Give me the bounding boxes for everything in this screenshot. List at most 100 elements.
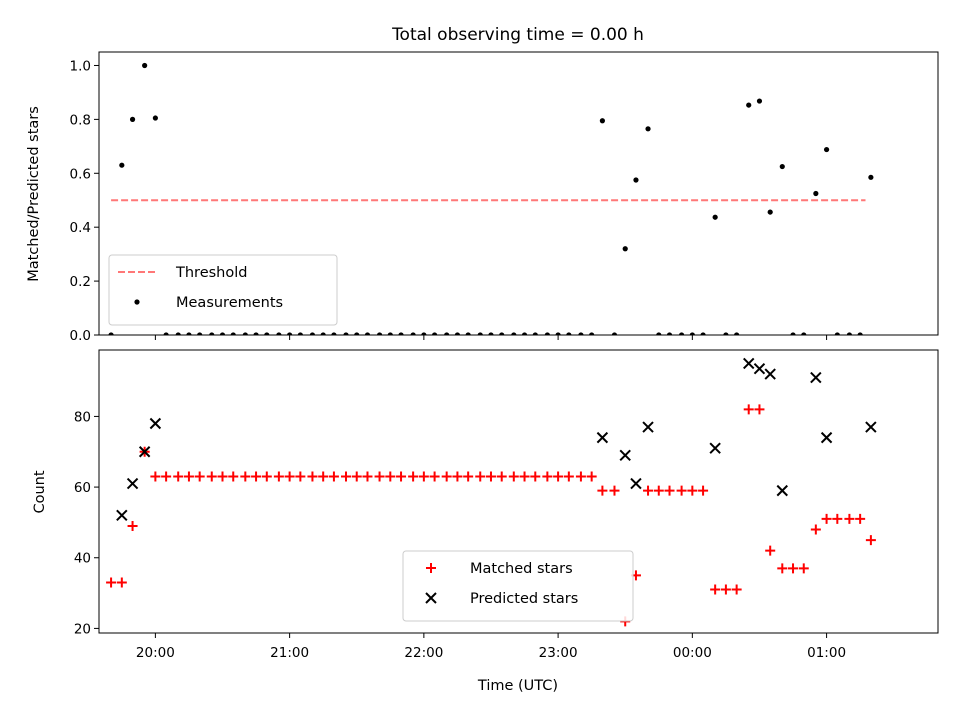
legend-label: Predicted stars (470, 591, 578, 607)
measurement-point (790, 332, 796, 335)
measurement-point (723, 332, 729, 335)
measurement-point (679, 332, 685, 335)
legend-label: Threshold (175, 265, 247, 281)
measurement-point (712, 214, 718, 220)
matched-star-point (496, 471, 507, 482)
measurement-point (756, 98, 763, 104)
matched-star-point (485, 471, 496, 482)
matched-star-point (798, 563, 809, 574)
measurement-point (633, 177, 639, 183)
matched-star-point (563, 471, 574, 482)
measurement-point (108, 332, 114, 335)
matched-star-point (508, 471, 519, 482)
matched-star-point (251, 471, 262, 482)
matched-star-point (362, 471, 373, 482)
y-tick-label: 20 (74, 621, 91, 637)
measurement-point (152, 115, 158, 121)
matched-star-point (127, 520, 138, 531)
ratio-y-axis-label: Matched/Predicted stars (26, 106, 42, 282)
measurement-point (410, 332, 416, 335)
measurement-point (589, 332, 595, 335)
matched-star-point (161, 471, 172, 482)
measurement-point (242, 332, 248, 335)
count-y-axis-label: Count (32, 470, 48, 513)
measurement-point (219, 332, 226, 335)
measurement-point (645, 126, 651, 132)
matched-star-point (183, 471, 194, 482)
x-tick-label: 00:00 (673, 645, 712, 661)
measurement-point (364, 332, 371, 335)
matched-star-point (676, 485, 687, 496)
predicted-star-point (776, 484, 788, 497)
measurement-point (689, 332, 695, 335)
measurement-point (163, 332, 169, 335)
predicted-star-point (743, 357, 755, 370)
measurement-point (444, 332, 450, 335)
measurement-point (142, 62, 148, 69)
measurement-point (813, 190, 819, 197)
y-tick-label: 60 (74, 480, 91, 496)
measurement-point (175, 332, 181, 335)
matched-star-point (106, 577, 117, 588)
ratio-axes-frame (98, 51, 939, 336)
matched-star-point (240, 471, 251, 482)
measurement-point (209, 332, 215, 335)
x-tick-label: 22:00 (404, 645, 443, 661)
measurement-point (230, 332, 236, 335)
matched-star-point (743, 404, 754, 415)
measurement-point (868, 174, 874, 180)
matched-star-point (341, 471, 352, 482)
matched-star-point (687, 485, 698, 496)
matched-star-point (643, 485, 654, 496)
y-tick-label: 0.2 (70, 274, 91, 290)
matched-star-point (542, 471, 553, 482)
measurement-point (499, 332, 505, 335)
measurement-point (734, 332, 740, 335)
measurement-point (354, 332, 360, 335)
measurement-point (857, 332, 863, 335)
measurement-point (555, 332, 561, 335)
measurement-point (511, 332, 517, 335)
matched-star-point (284, 471, 295, 482)
predicted-star-point (753, 363, 766, 375)
predicted-star-point (865, 421, 877, 433)
matched-star-point (832, 513, 843, 524)
matched-star-point (844, 513, 855, 524)
measurement-point (666, 332, 673, 335)
count-panel: 20 40 60 80 20:00 21:00 22:00 23:00 00:00 01:00 Ma… (74, 349, 939, 661)
matched-star-point (821, 513, 832, 524)
x-tick-label: 23:00 (539, 645, 578, 661)
predicted-star-point (820, 431, 833, 444)
measurement-point (521, 332, 528, 335)
legend-measurement-swatch (134, 299, 140, 305)
legend-box (402, 550, 634, 622)
matched-star-point (754, 404, 765, 415)
measurement-point (846, 332, 853, 335)
matched-star-point (653, 485, 664, 496)
legend-box (108, 254, 338, 326)
matched-star-point (731, 584, 742, 595)
measurement-point (129, 116, 136, 122)
measurement-point (454, 332, 461, 335)
matched-star-point (194, 471, 205, 482)
matched-star-point (206, 471, 217, 482)
measurement-point (488, 332, 494, 335)
matched-star-point (865, 535, 876, 546)
matched-star-point (575, 471, 586, 482)
matched-star-point (318, 471, 329, 482)
matched-star-point (295, 471, 306, 482)
measurement-point (656, 332, 662, 335)
measurement-point (376, 332, 383, 335)
legend-label: Measurements (176, 295, 283, 311)
predicted-star-point (764, 368, 776, 380)
measurement-point (801, 332, 807, 335)
measurement-point (823, 146, 830, 153)
measurement-point (566, 332, 572, 335)
matched-star-point (597, 485, 608, 496)
counts-legend: Matched stars Predicted stars (402, 550, 634, 622)
matched-star-point (351, 471, 362, 482)
predicted-star-point (709, 442, 721, 454)
x-tick-label: 21:00 (270, 645, 309, 661)
matched-star-point (116, 577, 127, 588)
matched-star-point (173, 471, 184, 482)
